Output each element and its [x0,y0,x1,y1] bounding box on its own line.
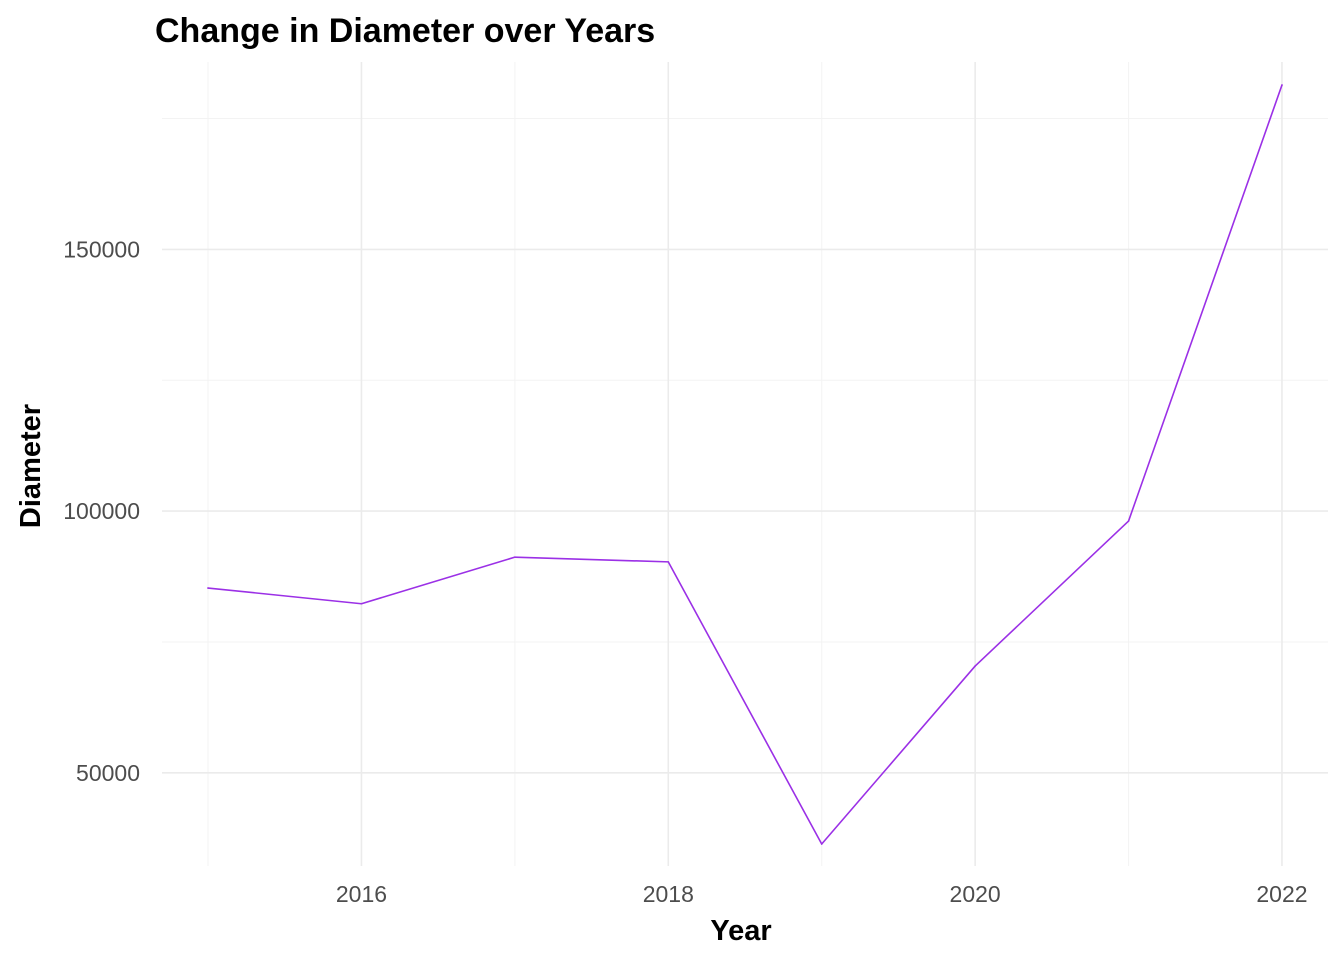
y-tick-label: 150000 [63,236,140,262]
x-tick-label: 2022 [1256,881,1307,907]
y-axis-title: Diameter [15,404,47,528]
data-point [1281,84,1283,86]
data-point [974,665,976,667]
x-tick-label: 2020 [950,881,1001,907]
chart-title: Change in Diameter over Years [155,12,655,50]
y-tick-label: 50000 [76,760,140,786]
data-point [514,556,516,558]
x-axis-ticks: 2016 2018 2020 2022 [336,881,1308,907]
data-point [667,561,670,563]
y-axis-ticks: 50000 100000 150000 [63,236,140,785]
data-point [820,843,823,845]
data-point [207,587,209,589]
minor-gridlines [162,62,1328,866]
major-gridlines [162,62,1328,866]
series-layer [207,84,1283,845]
data-point [360,602,363,605]
x-tick-label: 2016 [336,881,387,907]
y-tick-label: 100000 [63,498,140,524]
data-point [1127,520,1130,522]
series-line-0 [207,84,1283,845]
x-tick-label: 2018 [643,881,694,907]
x-axis-title: Year [710,915,771,947]
